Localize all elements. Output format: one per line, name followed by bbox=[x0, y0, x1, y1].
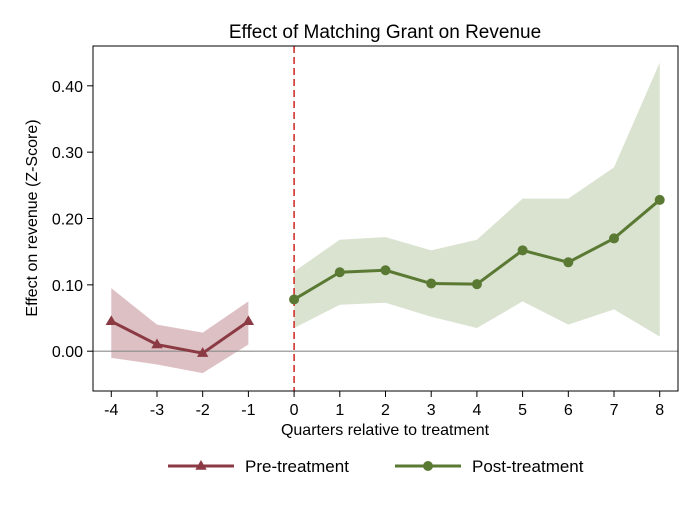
y-tick-label: 0.20 bbox=[52, 212, 83, 229]
x-tick-label: 5 bbox=[518, 402, 527, 419]
legend: Pre-treatment Post-treatment bbox=[168, 457, 584, 476]
x-tick-label: 4 bbox=[472, 402, 481, 419]
x-tick-label: -1 bbox=[241, 402, 255, 419]
data-point-pre-treatment bbox=[151, 338, 163, 349]
data-point-post-treatment bbox=[289, 294, 300, 305]
data-point-post-treatment bbox=[471, 279, 482, 290]
x-tick-label: -3 bbox=[150, 402, 164, 419]
ci-band-pre-treatment bbox=[111, 288, 249, 374]
data-point-post-treatment bbox=[334, 267, 345, 278]
x-tick-label: 3 bbox=[427, 402, 436, 419]
data-point-post-treatment bbox=[609, 233, 620, 244]
x-tick-label: -2 bbox=[196, 402, 210, 419]
y-axis-label: Effect on revenue (Z-Score) bbox=[24, 119, 41, 316]
x-axis-label: Quarters relative to treatment bbox=[281, 422, 490, 439]
chart-title: Effect of Matching Grant on Revenue bbox=[229, 22, 541, 43]
data-point-pre-treatment bbox=[105, 315, 117, 326]
data-point-post-treatment bbox=[380, 265, 391, 276]
x-tick-label: 1 bbox=[335, 402, 344, 419]
y-tick-label: 0.40 bbox=[52, 79, 83, 96]
data-point-post-treatment bbox=[426, 278, 437, 289]
x-tick-label: 2 bbox=[381, 402, 390, 419]
ci-band-post-treatment bbox=[294, 62, 660, 337]
x-tick-label: -4 bbox=[104, 402, 118, 419]
legend-label-post-treatment: Post-treatment bbox=[472, 457, 584, 476]
x-tick-label: 6 bbox=[564, 402, 573, 419]
x-tick-label: 0 bbox=[290, 402, 299, 419]
legend-label-pre-treatment: Pre-treatment bbox=[245, 457, 349, 476]
data-point-post-treatment bbox=[517, 245, 528, 256]
x-tick-label: 7 bbox=[610, 402, 619, 419]
data-point-pre-treatment bbox=[196, 347, 209, 357]
y-tick-label: 0.00 bbox=[52, 344, 83, 361]
legend-marker-pre-treatment bbox=[195, 460, 207, 470]
bands-layer bbox=[111, 62, 660, 374]
y-axis: 0.00 0.10 0.20 0.30 0.40 bbox=[52, 79, 93, 361]
y-tick-label: 0.30 bbox=[52, 145, 83, 162]
series-line-pre-treatment bbox=[110, 319, 250, 355]
data-point-post-treatment bbox=[654, 194, 665, 205]
data-point-post-treatment bbox=[563, 257, 574, 268]
x-axis: -4 -3 -2 -1 0 1 2 3 4 5 6 7 8 bbox=[104, 391, 664, 419]
data-point-pre-treatment bbox=[242, 315, 255, 326]
legend-marker-post-treatment bbox=[423, 461, 433, 471]
y-tick-label: 0.10 bbox=[52, 278, 83, 295]
x-tick-label: 8 bbox=[655, 402, 664, 419]
markers-layer bbox=[105, 194, 665, 357]
